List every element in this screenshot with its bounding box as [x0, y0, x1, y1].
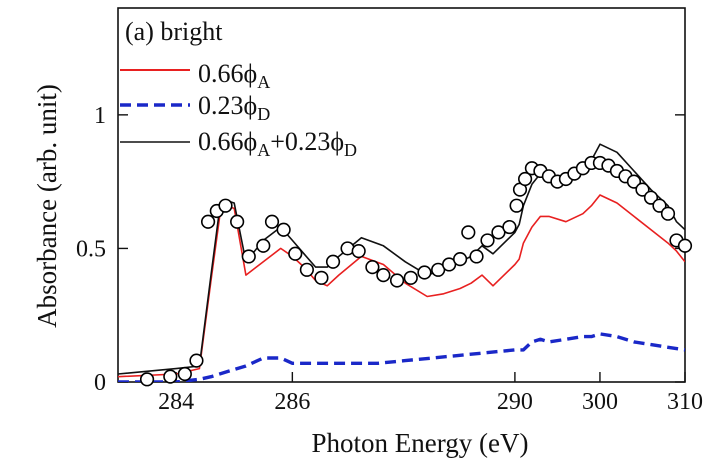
legend-label-black-main-1: 0.66ϕ — [198, 127, 257, 156]
y-tick-label: 1 — [94, 103, 106, 129]
legend-label-blue: 0.23ϕD — [198, 91, 270, 124]
y-axis-label: Absorbance (arb. unit) — [32, 84, 62, 328]
x-axis-label: Photon Energy (eV) — [312, 428, 529, 458]
x-tick-label: 290 — [497, 389, 533, 415]
legend-label-black-sub-2: D — [344, 140, 357, 160]
data-point — [264, 214, 280, 229]
data-point — [139, 372, 155, 387]
data-point — [660, 206, 676, 221]
data-point — [403, 270, 418, 285]
data-point — [177, 366, 192, 382]
data-point — [189, 353, 204, 368]
data-point — [518, 171, 533, 187]
legend: 0.66ϕA 0.23ϕD 0.66ϕA+0.23ϕD — [120, 59, 357, 160]
data-point — [652, 198, 667, 213]
series-line-2 — [118, 143, 685, 375]
x-tick-label: 286 — [274, 389, 310, 415]
data-point — [200, 214, 216, 229]
data-point — [314, 270, 329, 285]
panel-label: (a) bright — [125, 17, 223, 46]
data-point — [417, 265, 432, 280]
data-point — [230, 214, 245, 229]
data-point — [241, 249, 256, 264]
x-tick-label: 284 — [158, 389, 194, 415]
plot-frame — [117, 7, 686, 383]
data-point — [643, 190, 659, 205]
y-tick-label: 0 — [94, 370, 106, 396]
data-point — [452, 252, 468, 267]
data-point — [677, 238, 693, 253]
series-line-1 — [118, 332, 685, 382]
x-tick-label: 300 — [582, 389, 618, 415]
data-point — [325, 254, 341, 269]
data-point — [276, 222, 291, 237]
legend-label-blue-main: 0.23ϕ — [198, 91, 257, 120]
data-point — [376, 268, 391, 283]
legend-label-blue-sub: D — [257, 104, 270, 124]
marker-layer — [139, 155, 693, 387]
data-point — [256, 238, 271, 253]
legend-label-black-sub-1: A — [257, 140, 270, 160]
data-point — [502, 219, 517, 235]
data-point — [218, 198, 233, 213]
data-point — [389, 273, 405, 288]
data-point — [163, 369, 178, 384]
data-point — [299, 262, 314, 277]
series-line-0 — [118, 194, 685, 378]
data-point — [626, 174, 642, 189]
legend-label-red-main: 0.66ϕ — [198, 59, 257, 88]
data-point — [635, 182, 650, 197]
data-point — [351, 244, 366, 259]
data-point — [288, 246, 303, 261]
data-point — [469, 249, 484, 264]
data-point — [365, 260, 380, 275]
data-point — [509, 198, 524, 213]
series-layer — [118, 143, 685, 382]
axis-tick-labels: 284 286 290 300 310 0 0.5 1 — [76, 103, 703, 415]
data-point — [461, 225, 476, 240]
legend-label-black: 0.66ϕA+0.23ϕD — [198, 127, 357, 160]
legend-label-red-sub: A — [257, 72, 270, 92]
y-tick-label: 0.5 — [76, 236, 106, 262]
legend-label-red: 0.66ϕA — [198, 59, 270, 92]
x-tick-label: 310 — [667, 389, 703, 415]
legend-label-black-main-2: +0.23ϕ — [270, 127, 344, 156]
data-point — [480, 233, 495, 248]
